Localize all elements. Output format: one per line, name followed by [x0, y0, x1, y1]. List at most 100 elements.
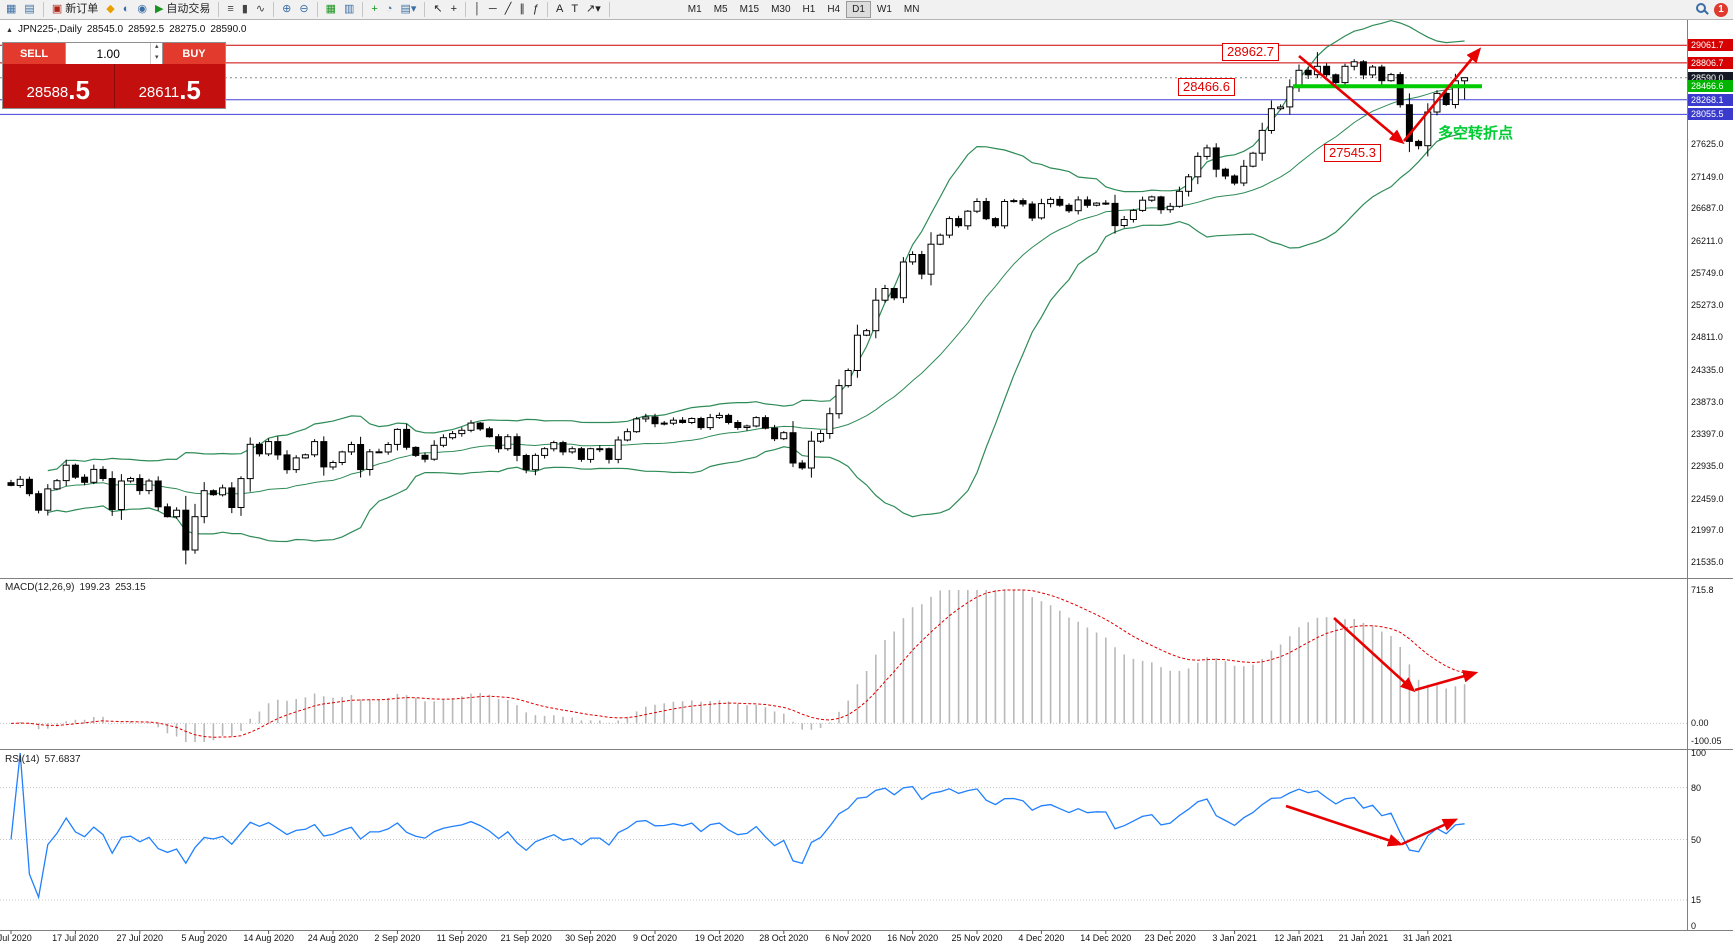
crosshair-button[interactable]: + — [447, 3, 461, 16]
toolbar-group: + ◔ ▤▾ — [365, 0, 422, 19]
trend-arrow[interactable] — [1298, 55, 1405, 145]
timeframe-d1[interactable]: D1 — [846, 1, 871, 18]
horizontal-line-button[interactable]: ─ — [485, 3, 501, 16]
candlestick-chart-button[interactable]: ▮ — [238, 3, 252, 16]
autotrading-icon: ▶ — [154, 3, 164, 15]
macd-name: MACD(12,26,9) — [5, 582, 75, 593]
volume-up-icon[interactable]: ▴ — [154, 43, 159, 50]
templates-icon: ▤▾ — [400, 3, 417, 15]
volume-down-icon[interactable]: ▾ — [154, 53, 159, 61]
trend-arrow[interactable] — [1414, 670, 1479, 692]
zoom-in-icon: ⊕ — [282, 3, 292, 15]
macd-signal-value: 253.15 — [115, 582, 146, 593]
toolbar-groups: ▦ ▤ ▣ 新订单 ◆ ◐ ◉ ▶ 自动交易 ≡ ▮ ∿ ⊕ ⊖ ▦ ▥ + ◔ ▤▾ ↖ + │ ─ ╱ ∥ ƒ A T ↗▾ — [0, 0, 612, 19]
line-chart-button[interactable]: ∿ — [252, 3, 269, 16]
timeframe-m15[interactable]: M15 — [739, 4, 760, 15]
sell-button[interactable]: SELL — [3, 43, 65, 64]
bollinger-lower-band — [47, 132, 1465, 543]
tile-windows-button[interactable]: ▥ — [340, 3, 358, 16]
zoom-in-button[interactable]: ⊕ — [278, 3, 295, 16]
price-divider — [113, 64, 115, 108]
cursor-icon: ↖ — [433, 3, 443, 15]
turning-point-note[interactable]: 多空转折点 — [1438, 125, 1514, 142]
symbol-period: JPN225-,Daily — [17, 24, 82, 35]
one-click-top-row: SELL ▴ ▾ BUY — [3, 43, 225, 64]
buy-price[interactable]: 28611.5 — [115, 64, 226, 108]
equidistant-channel-button[interactable]: ∥ — [515, 3, 529, 16]
data-window-button[interactable]: ◐ — [119, 3, 134, 16]
sell-price[interactable]: 28588.5 — [3, 64, 114, 108]
toolbar-separator — [316, 2, 318, 17]
vertical-line-button[interactable]: │ — [470, 3, 485, 16]
price-annotation-box[interactable]: 28962.7 — [1222, 43, 1279, 61]
ohlc-close: 28590.0 — [210, 24, 247, 35]
trendline-button[interactable]: ╱ — [501, 3, 516, 16]
one-click-price-row: 28588.5 28611.5 — [3, 64, 225, 108]
bar-chart-button[interactable]: ≡ — [223, 3, 237, 16]
symbol-ohlc-line: ▲ JPN225-,Daily 28545.0 28592.5 28275.0 28590… — [6, 24, 251, 35]
panel-separators[interactable] — [0, 20, 1733, 931]
timeframe-h4[interactable]: H4 — [827, 4, 841, 15]
buy-price-fraction: .5 — [179, 74, 201, 105]
toolbar-group: ▦ ▤ — [0, 0, 41, 19]
price-annotation-box[interactable]: 27545.3 — [1324, 144, 1381, 162]
add-indicator-icon: + — [371, 3, 378, 15]
toolbar-separator — [218, 2, 220, 17]
notification-badge[interactable]: 1 — [1714, 2, 1728, 17]
tile-windows-icon: ▥ — [343, 3, 355, 15]
equidistant-channel-icon: ∥ — [519, 3, 525, 15]
rsi-indicator — [0, 752, 1687, 901]
timeframe-h1[interactable]: H1 — [802, 4, 816, 15]
new-chart-button[interactable]: ▦ — [2, 3, 20, 16]
level-lines — [0, 44, 1687, 115]
zoom-out-button[interactable]: ⊖ — [295, 3, 312, 16]
macd-indicator — [0, 589, 1687, 742]
volume-input[interactable] — [66, 43, 151, 64]
fibonacci-retracement-button[interactable]: ƒ — [529, 3, 543, 16]
sell-price-base: 28588 — [26, 83, 69, 101]
text-label-button[interactable]: T — [567, 3, 582, 16]
search-icon[interactable] — [1696, 3, 1706, 16]
toolbar-group: ▦ ▥ — [320, 0, 361, 19]
trendline-icon: ╱ — [504, 3, 512, 15]
trend-arrow[interactable] — [1401, 818, 1459, 846]
autotrading-label: 自动交易 — [166, 3, 211, 15]
sell-price-fraction: .5 — [68, 74, 90, 105]
templates-button[interactable]: ▤▾ — [396, 3, 420, 16]
text-button[interactable]: A — [552, 3, 567, 16]
volume-spinner: ▴ ▾ — [150, 43, 162, 64]
timeframe-mn[interactable]: MN — [903, 4, 920, 15]
auto-arrange-button[interactable]: ▦ — [322, 3, 340, 16]
macd-value: 199.23 — [79, 582, 111, 593]
symbol-icon: ▲ — [6, 27, 13, 34]
timeframe-m5[interactable]: M5 — [713, 4, 728, 15]
new-order-button[interactable]: ▣ 新订单 — [48, 3, 102, 16]
trend-arrow[interactable] — [1402, 47, 1482, 142]
arrow-tools-icon: ↗▾ — [586, 3, 601, 15]
price-annotation-box[interactable]: 28466.6 — [1178, 78, 1235, 96]
chart-profiles-button[interactable]: ▤ — [20, 3, 38, 16]
buy-button[interactable]: BUY — [163, 43, 225, 64]
macd-histogram — [19, 590, 1466, 742]
fibonacci-retracement-icon: ƒ — [532, 3, 539, 15]
add-indicator-button[interactable]: + — [367, 3, 381, 16]
toolbar-separator — [608, 2, 610, 17]
timeframe-m30[interactable]: M30 — [771, 4, 791, 15]
ohlc-open: 28545.0 — [86, 24, 124, 35]
cursor-button[interactable]: ↖ — [429, 3, 446, 16]
timeframe-w1[interactable]: W1 — [876, 4, 892, 15]
macd-label: MACD(12,26,9) 199.23 253.15 — [5, 582, 151, 593]
navigator-button[interactable]: ◉ — [133, 3, 151, 16]
navigator-icon: ◉ — [137, 3, 147, 15]
periods-button[interactable]: ◔ — [382, 3, 397, 16]
timeframe-m1[interactable]: M1 — [687, 4, 702, 15]
market-watch-button[interactable]: ◆ — [102, 3, 118, 16]
autotrading-button[interactable]: ▶ 自动交易 — [151, 3, 214, 16]
arrow-tools-button[interactable]: ↗▾ — [582, 3, 605, 16]
trend-arrow[interactable] — [1285, 804, 1404, 847]
ohlc-high: 28592.5 — [128, 24, 165, 35]
trend-arrow[interactable] — [1333, 617, 1416, 693]
timeframe-toolbar: M1 M5 M15 M30 H1 H4 D1 W1 MN — [682, 1, 926, 18]
vertical-line-icon: │ — [474, 3, 481, 15]
